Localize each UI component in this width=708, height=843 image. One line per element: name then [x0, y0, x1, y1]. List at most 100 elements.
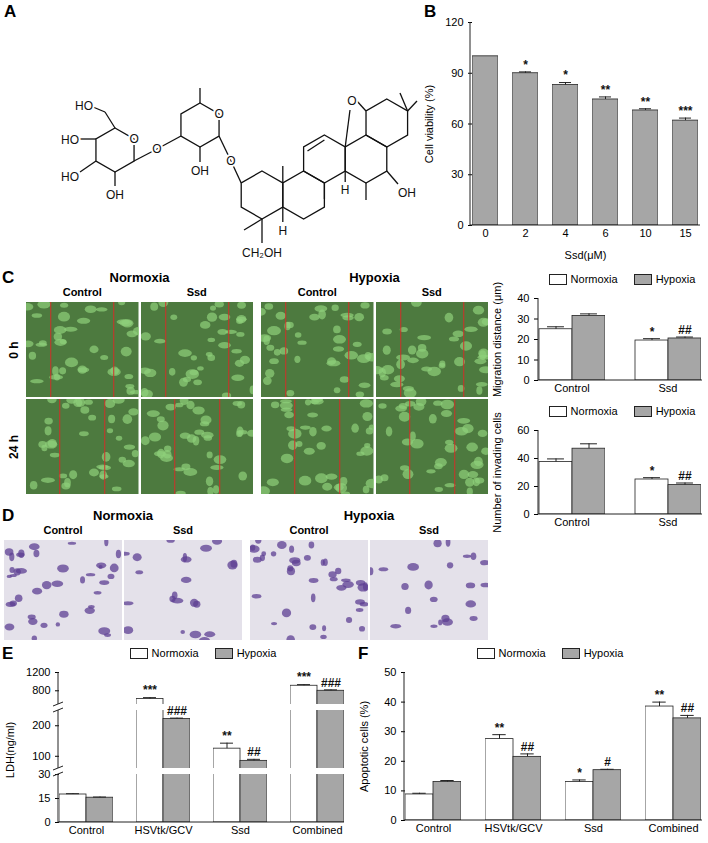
svg-text:O: O	[152, 142, 161, 156]
svg-text:60: 60	[517, 424, 529, 436]
html-text:A: A	[4, 2, 17, 21]
svg-text:20: 20	[384, 755, 396, 767]
svg-text:H: H	[278, 224, 287, 238]
svg-text:**: **	[641, 95, 651, 109]
svg-text:***: ***	[297, 670, 311, 684]
svg-text:*: *	[577, 766, 582, 780]
html-text:D: D	[2, 506, 15, 525]
svg-text:O: O	[347, 94, 356, 108]
svg-text:**: **	[655, 688, 665, 702]
svg-text:O: O	[129, 132, 138, 146]
svg-text:OH: OH	[191, 164, 209, 178]
svg-text:O: O	[214, 107, 223, 121]
svg-text:**: **	[495, 721, 505, 735]
svg-text:*: *	[650, 325, 655, 339]
svg-text:Ssd(μM): Ssd(μM)	[565, 249, 607, 261]
svg-text:##: ##	[521, 740, 535, 754]
svg-text:120: 120	[445, 16, 463, 28]
svg-text:Control: Control	[416, 822, 451, 834]
svg-text:Control: Control	[554, 516, 589, 528]
svg-text:20: 20	[517, 480, 529, 492]
svg-text:30: 30	[517, 313, 529, 325]
svg-text:Combined: Combined	[648, 822, 698, 834]
svg-text:0: 0	[390, 814, 396, 826]
html-text:Control: Control	[297, 286, 337, 298]
html-text:Normoxia: Normoxia	[109, 270, 170, 285]
svg-text:H: H	[341, 183, 350, 197]
svg-text:###: ###	[321, 676, 341, 690]
svg-text:90: 90	[451, 67, 463, 79]
svg-text:2: 2	[522, 227, 528, 239]
svg-text:60: 60	[451, 118, 463, 130]
svg-text:1200: 1200	[26, 666, 50, 678]
html-text:Normoxia: Normoxia	[93, 508, 153, 523]
svg-text:10: 10	[517, 354, 529, 366]
svg-text:***: ***	[678, 104, 692, 118]
svg-text:HSVtk/GCV: HSVtk/GCV	[484, 822, 543, 834]
svg-text:##: ##	[678, 323, 692, 337]
svg-text:Number of invading cells: Number of invading cells	[491, 412, 503, 533]
svg-text:Cell viability (%): Cell viability (%)	[423, 85, 435, 163]
svg-text:##: ##	[678, 469, 692, 483]
svg-text:50: 50	[384, 666, 396, 678]
html-text:Control: Control	[62, 286, 102, 298]
svg-text:##: ##	[681, 701, 695, 715]
svg-text:Ssd: Ssd	[584, 822, 603, 834]
svg-text:OH: OH	[398, 186, 416, 200]
svg-text:40: 40	[384, 696, 396, 708]
svg-text:0: 0	[44, 816, 50, 828]
html-text:C: C	[2, 268, 15, 287]
html-text:B: B	[424, 2, 437, 21]
svg-text:HO: HO	[61, 133, 79, 147]
svg-text:30: 30	[38, 768, 50, 780]
svg-text:Ssd: Ssd	[231, 824, 250, 836]
svg-text:HO: HO	[75, 99, 93, 113]
svg-text:10: 10	[639, 227, 651, 239]
svg-text:100: 100	[32, 750, 50, 762]
svg-text:*: *	[523, 58, 528, 72]
svg-text:Control: Control	[554, 382, 589, 394]
svg-text:HO: HO	[61, 170, 79, 184]
svg-text:Control: Control	[69, 824, 104, 836]
html-text:Ssd: Ssd	[186, 286, 207, 298]
svg-text:HSVtk/GCV: HSVtk/GCV	[134, 824, 193, 836]
svg-text:CH₂OH: CH₂OH	[242, 246, 282, 260]
svg-text:0: 0	[523, 508, 529, 520]
svg-text:##: ##	[247, 745, 261, 759]
svg-text:0: 0	[457, 219, 463, 231]
svg-text:40: 40	[517, 452, 529, 464]
svg-text:10: 10	[384, 784, 396, 796]
svg-text:20: 20	[517, 333, 529, 345]
svg-text:30: 30	[384, 725, 396, 737]
svg-text:30: 30	[451, 168, 463, 180]
svg-text:**: **	[222, 729, 232, 743]
svg-text:OH: OH	[106, 188, 124, 202]
svg-text:15: 15	[679, 227, 691, 239]
svg-text:*: *	[650, 464, 655, 478]
html-text:Normoxia: Normoxia	[570, 273, 618, 285]
html-text:Hypoxia: Hypoxia	[343, 508, 395, 523]
svg-text:40: 40	[517, 292, 529, 304]
svg-text:Migration distance (μm): Migration distance (μm)	[491, 282, 503, 397]
html-text:Hypoxia: Hypoxia	[349, 270, 400, 285]
svg-text:***: ***	[143, 683, 157, 697]
svg-text:6: 6	[602, 227, 608, 239]
svg-text:Ssd: Ssd	[659, 516, 678, 528]
svg-text:0: 0	[523, 374, 529, 386]
html-text:24 h: 24 h	[7, 434, 21, 459]
svg-text:200: 200	[32, 719, 50, 731]
svg-text:0: 0	[482, 227, 488, 239]
html-text:0 h: 0 h	[7, 340, 21, 359]
svg-text:#: #	[604, 755, 611, 769]
svg-text:800: 800	[32, 684, 50, 696]
svg-text:Ssd: Ssd	[659, 382, 678, 394]
svg-text:15: 15	[38, 792, 50, 804]
svg-text:Combined: Combined	[292, 824, 342, 836]
svg-text:4: 4	[562, 227, 568, 239]
svg-text:O: O	[226, 154, 235, 168]
svg-text:Apoptotic cells (%): Apoptotic cells (%)	[358, 701, 370, 792]
svg-text:###: ###	[167, 704, 187, 718]
html-text:Ssd: Ssd	[421, 286, 442, 298]
svg-text:*: *	[563, 68, 568, 82]
svg-text:**: **	[601, 83, 611, 97]
